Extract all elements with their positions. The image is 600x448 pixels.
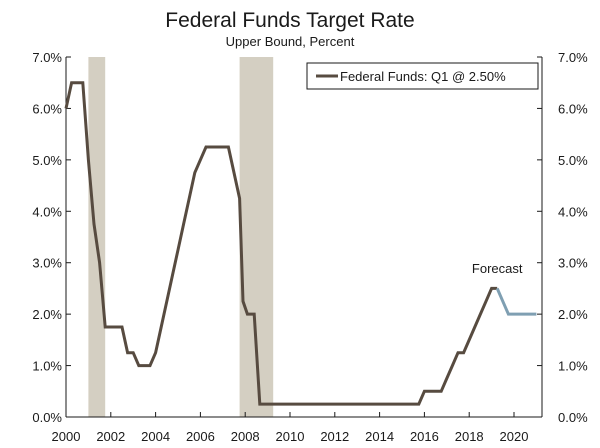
y-tick-label-right: 5.0% xyxy=(558,153,588,168)
x-tick-label: 2016 xyxy=(410,429,439,444)
y-tick-label-right: 1.0% xyxy=(558,359,588,374)
legend: Federal Funds: Q1 @ 2.50% xyxy=(306,62,539,90)
x-tick-label: 2014 xyxy=(365,429,394,444)
y-tick-label-left: 6.0% xyxy=(32,101,62,116)
x-tick-label: 2000 xyxy=(52,429,81,444)
x-tick-label: 2018 xyxy=(455,429,484,444)
y-tick-label-right: 2.0% xyxy=(558,307,588,322)
legend-box xyxy=(306,62,539,90)
x-tick-label: 2002 xyxy=(96,429,125,444)
x-tick-label: 2004 xyxy=(141,429,170,444)
y-tick-label-right: 6.0% xyxy=(558,101,588,116)
series-line-federal-funds xyxy=(64,81,498,406)
x-tick-label: 2012 xyxy=(320,429,349,444)
x-tick-label: 2008 xyxy=(231,429,260,444)
y-tick-label-left: 1.0% xyxy=(32,359,62,374)
recession-bands xyxy=(88,57,274,417)
y-tick-label-left: 0.0% xyxy=(32,410,62,425)
y-tick-label-right: 0.0% xyxy=(558,410,588,425)
x-tick-label: 2006 xyxy=(186,429,215,444)
y-tick-label-left: 4.0% xyxy=(32,204,62,219)
chart-subtitle: Upper Bound, Percent xyxy=(226,34,355,49)
chart-title: Federal Funds Target Rate xyxy=(165,9,414,32)
y-tick-label-left: 7.0% xyxy=(32,50,62,65)
y-tick-label-right: 4.0% xyxy=(558,204,588,219)
x-tick-label: 2010 xyxy=(276,429,305,444)
forecast-annotation: Forecast xyxy=(472,261,523,276)
legend-label: Federal Funds: Q1 @ 2.50% xyxy=(340,69,506,84)
y-tick-label-right: 7.0% xyxy=(558,50,588,65)
y-tick-label-left: 2.0% xyxy=(32,307,62,322)
y-tick-label-right: 3.0% xyxy=(558,256,588,271)
x-tick-label: 2020 xyxy=(500,429,529,444)
axes: 0.0% 0.0% 1.0% 1.0% 2.0% 2.0% 3.0% 3.0% 4.0% 4.0%… xyxy=(32,50,588,444)
series-line-forecast xyxy=(495,287,537,316)
y-tick-label-left: 3.0% xyxy=(32,256,62,271)
series-lines xyxy=(64,81,537,406)
y-tick-label-left: 5.0% xyxy=(32,153,62,168)
